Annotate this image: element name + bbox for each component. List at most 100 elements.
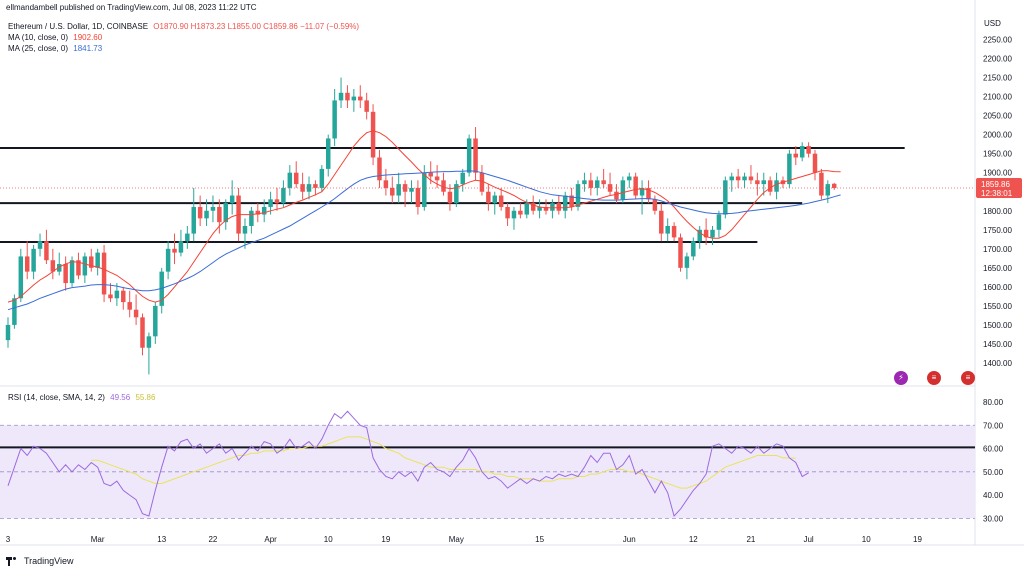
ma10-legend[interactable]: MA (10, close, 0) 1902.60 <box>8 33 102 43</box>
candle-body <box>428 172 433 177</box>
candle-body <box>825 184 831 196</box>
candle-body <box>255 210 261 215</box>
candle-body <box>37 241 43 249</box>
candle-body <box>716 214 722 230</box>
rsi-tick-label: 50.00 <box>983 468 1004 477</box>
candle-body <box>319 168 325 188</box>
candle-body <box>665 225 670 234</box>
candle-body <box>684 256 690 268</box>
candle-body <box>652 199 658 211</box>
candle-body <box>819 172 824 196</box>
rsi-tick-label: 80.00 <box>983 398 1004 407</box>
ma25-line <box>7 170 841 311</box>
candle-body <box>550 203 555 211</box>
ma25-legend[interactable]: MA (25, close, 0) 1841.73 <box>8 44 102 54</box>
candle-body <box>89 256 94 268</box>
candle-body <box>793 153 799 158</box>
candle-body <box>473 138 478 173</box>
price-tick-label: 1600.00 <box>983 283 1012 292</box>
candle-body <box>569 195 574 207</box>
price-tick-label: 2250.00 <box>983 36 1012 45</box>
candle-body <box>101 252 107 295</box>
time-tick-label: Mar <box>91 535 105 544</box>
price-tick-label: 1750.00 <box>983 226 1012 235</box>
candle-body <box>140 317 145 348</box>
ma10-value: 1902.60 <box>73 33 103 42</box>
us-flag-icon[interactable]: ≡ <box>927 371 941 385</box>
candle-body <box>95 252 100 268</box>
candle-body <box>390 187 395 196</box>
candle-body <box>556 203 562 211</box>
candle-body <box>370 111 376 158</box>
candle-body <box>76 260 81 276</box>
rsi-tick-label: 60.00 <box>983 445 1004 454</box>
tradingview-brand[interactable]: TradingView <box>6 556 74 566</box>
candle-body <box>191 206 196 234</box>
candle-body <box>185 233 190 242</box>
price-axis-unit: USD <box>984 19 1001 28</box>
candle-body <box>293 172 299 185</box>
us-flag-icon[interactable]: ≡ <box>961 371 975 385</box>
candle-body <box>691 241 696 257</box>
candle-body <box>498 195 504 207</box>
candle-body <box>274 199 280 204</box>
candle-body <box>787 153 792 185</box>
candle-body <box>31 248 36 272</box>
candle-body <box>325 138 331 169</box>
publish-caption: ellmandambell published on TradingView.c… <box>6 3 257 12</box>
price-tick-label: 2050.00 <box>983 112 1012 121</box>
time-tick-label: 15 <box>535 535 544 544</box>
candle-body <box>127 302 132 310</box>
price-tick-label: 1450.00 <box>983 340 1012 349</box>
candle-body <box>537 206 542 211</box>
candle-body <box>511 210 517 219</box>
candle-body <box>351 96 357 101</box>
time-tick-label: Apr <box>264 535 277 544</box>
candle-body <box>69 260 75 284</box>
candle-body <box>594 180 600 188</box>
price-tick-label: 1550.00 <box>983 302 1012 311</box>
candle-body <box>831 183 837 188</box>
candle-body <box>383 180 389 188</box>
candle-body <box>261 206 267 215</box>
candle-body <box>50 260 56 272</box>
candle-body <box>409 187 414 192</box>
candle-body <box>729 176 734 181</box>
time-tick-label: 3 <box>6 535 11 544</box>
candle-body <box>268 199 273 207</box>
candle-body <box>518 210 523 215</box>
candle-body <box>703 229 709 238</box>
candle-body <box>755 180 760 185</box>
rsi-label: RSI (14, close, SMA, 14, 2) <box>8 393 105 402</box>
time-tick-label: 10 <box>862 535 871 544</box>
candle-body <box>671 225 677 238</box>
crypto-event-icon[interactable]: ⚡ <box>894 371 908 385</box>
candle-body <box>742 176 747 181</box>
candle-body <box>197 206 203 219</box>
rsi-legend[interactable]: RSI (14, close, SMA, 14, 2) 49.56 55.86 <box>8 393 155 403</box>
ma10-line <box>7 130 841 303</box>
price-tick-label: 1950.00 <box>983 150 1012 159</box>
brand-name: TradingView <box>24 556 74 566</box>
last-price-label: 1859.86 <box>981 180 1010 189</box>
candle-body <box>774 180 779 192</box>
candle-body <box>627 176 632 181</box>
candle-body <box>575 184 581 207</box>
ma25-label: MA (25, close, 0) <box>8 44 69 53</box>
time-tick-label: May <box>449 535 464 544</box>
candle-body <box>178 241 184 253</box>
symbol-legend[interactable]: Ethereum / U.S. Dollar, 1D, COINBASE O18… <box>8 22 359 32</box>
candle-body <box>678 237 683 268</box>
rsi-ma-value: 55.86 <box>135 393 156 402</box>
candle-body <box>607 184 613 192</box>
candle-body <box>114 290 120 299</box>
candle-body <box>767 180 773 192</box>
candle-body <box>543 206 549 211</box>
candle-body <box>204 210 209 219</box>
time-tick-label: 10 <box>324 535 333 544</box>
price-tick-label: 1800.00 <box>983 207 1012 216</box>
candle-body <box>505 206 510 219</box>
candle-body <box>217 206 222 223</box>
